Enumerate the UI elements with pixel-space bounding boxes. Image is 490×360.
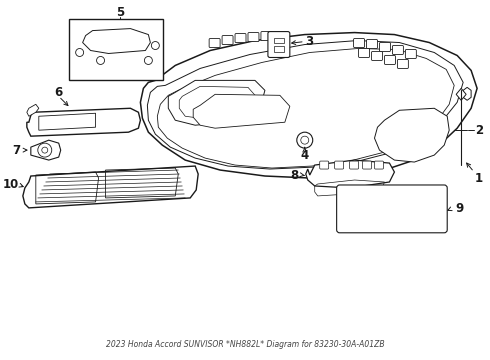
Circle shape — [97, 57, 104, 64]
Bar — [274, 45, 284, 53]
FancyBboxPatch shape — [367, 40, 377, 49]
FancyBboxPatch shape — [363, 161, 371, 169]
Polygon shape — [306, 160, 394, 188]
Polygon shape — [27, 104, 39, 116]
Polygon shape — [83, 28, 150, 54]
Circle shape — [151, 41, 159, 50]
Polygon shape — [193, 94, 290, 128]
FancyBboxPatch shape — [235, 33, 246, 42]
Polygon shape — [374, 108, 449, 162]
Polygon shape — [27, 108, 141, 136]
FancyBboxPatch shape — [397, 59, 408, 68]
FancyBboxPatch shape — [349, 161, 359, 169]
FancyBboxPatch shape — [374, 161, 384, 169]
Polygon shape — [23, 166, 198, 208]
FancyBboxPatch shape — [405, 50, 416, 58]
Text: 1: 1 — [475, 171, 483, 185]
Text: 8: 8 — [291, 168, 299, 181]
Polygon shape — [456, 88, 466, 100]
Text: 2023 Honda Accord SUNVISOR *NH882L* Diagram for 83230-30A-A01ZB: 2023 Honda Accord SUNVISOR *NH882L* Diag… — [106, 340, 384, 349]
Circle shape — [145, 57, 152, 64]
Text: 2: 2 — [475, 124, 483, 137]
Circle shape — [75, 49, 84, 57]
FancyBboxPatch shape — [337, 185, 447, 233]
Bar — [274, 37, 284, 42]
FancyBboxPatch shape — [371, 51, 383, 60]
FancyBboxPatch shape — [354, 39, 365, 48]
Polygon shape — [168, 80, 265, 125]
Text: 4: 4 — [301, 149, 309, 162]
Polygon shape — [141, 32, 477, 178]
FancyBboxPatch shape — [222, 36, 233, 45]
FancyBboxPatch shape — [261, 32, 272, 41]
FancyBboxPatch shape — [392, 45, 403, 54]
FancyBboxPatch shape — [248, 32, 259, 41]
FancyBboxPatch shape — [268, 32, 290, 58]
FancyBboxPatch shape — [319, 161, 329, 169]
FancyBboxPatch shape — [379, 42, 391, 51]
Bar — [69, 19, 163, 80]
FancyBboxPatch shape — [385, 55, 395, 64]
Text: 3: 3 — [306, 35, 314, 48]
Text: 5: 5 — [116, 6, 124, 19]
FancyBboxPatch shape — [359, 49, 369, 58]
Polygon shape — [463, 87, 471, 100]
FancyBboxPatch shape — [335, 161, 343, 169]
Text: 9: 9 — [455, 202, 464, 215]
Polygon shape — [31, 140, 61, 160]
Text: 6: 6 — [54, 86, 63, 99]
Text: 7: 7 — [12, 144, 20, 157]
Text: 10: 10 — [3, 179, 19, 192]
FancyBboxPatch shape — [209, 39, 220, 48]
